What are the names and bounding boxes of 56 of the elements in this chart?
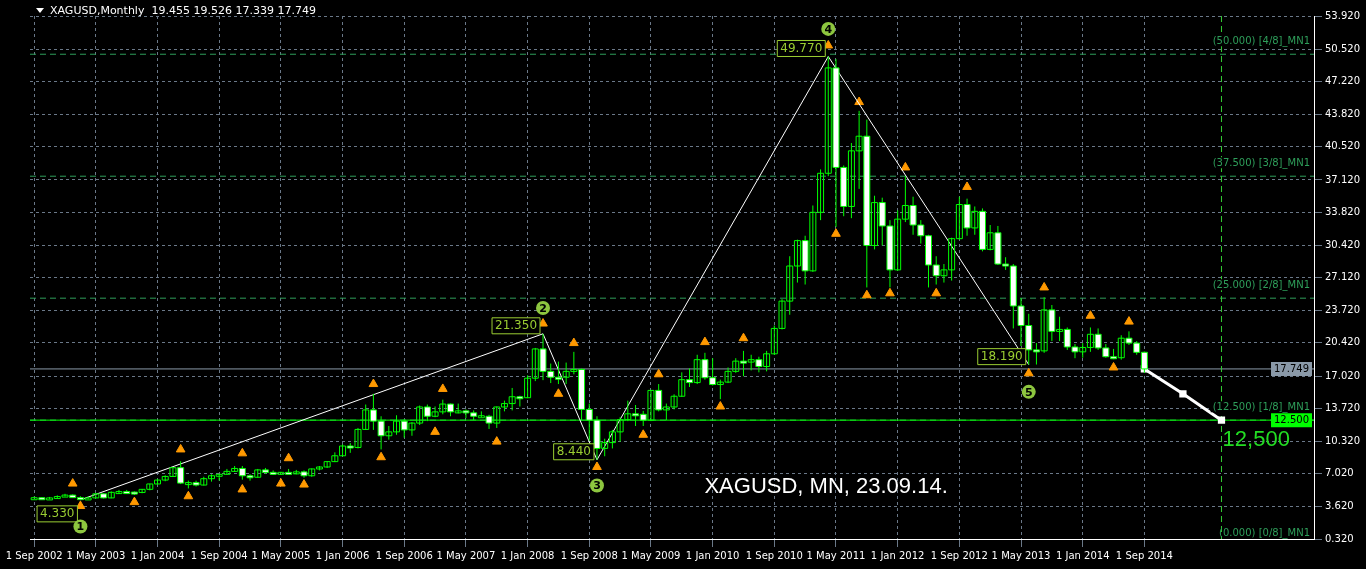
chart-title: XAGUSD,Monthly 19.455 19.526 17.339 17.749 <box>50 4 316 17</box>
data-label: 49.770 <box>780 40 823 55</box>
ref-line-label: (37.500) [3/8]_MN1 <box>1212 156 1310 169</box>
annotation: 4 <box>824 22 833 36</box>
y-tick-label: 23.720 <box>1325 304 1360 316</box>
x-tick-label: 1 May 2013 <box>991 549 1051 561</box>
x-tick-label: 1 Jan 2008 <box>500 549 555 561</box>
annotation: XAGUSD, MN, 23.09.14. <box>704 472 948 498</box>
data-label: 21.350 <box>495 317 538 332</box>
x-tick-label: 1 Sep 2014 <box>1115 549 1173 561</box>
ref-line-label: 17.749 <box>1274 362 1310 374</box>
x-tick-label: 1 May 2009 <box>621 549 681 561</box>
x-tick-label: 1 Jan 2010 <box>685 549 740 561</box>
y-tick-label: 27.120 <box>1325 271 1360 283</box>
y-tick-label: 13.720 <box>1325 401 1360 413</box>
data-label: 18.190 <box>980 348 1023 363</box>
x-tick-label: 1 Sep 2002 <box>5 549 63 561</box>
y-tick-label: 0.320 <box>1325 532 1354 544</box>
annotation: (0.000) [0/8]_MN1 <box>1219 526 1310 539</box>
x-tick-label: 1 May 2005 <box>251 549 311 561</box>
y-tick-label: 3.620 <box>1325 500 1354 512</box>
y-tick-label: 47.220 <box>1325 74 1360 86</box>
x-tick-label: 1 Sep 2012 <box>930 549 988 561</box>
annotation: 2 <box>539 301 547 315</box>
y-tick-label: 20.420 <box>1325 336 1360 348</box>
y-tick-label: 40.520 <box>1325 140 1360 152</box>
y-tick-label: 33.820 <box>1325 205 1360 217</box>
x-tick-label: 1 Jan 2006 <box>315 549 370 561</box>
x-tick-label: 1 Sep 2010 <box>745 549 803 561</box>
annotation: 12,500 <box>1222 425 1290 451</box>
x-tick-label: 1 Jan 2012 <box>870 549 925 561</box>
annotation: 5 <box>1024 385 1033 399</box>
annotation: 1 <box>76 520 85 534</box>
ref-line-label: (50.000) [4/8]_MN1 <box>1212 34 1310 47</box>
y-tick-label: 30.420 <box>1325 238 1360 250</box>
x-tick-label: 1 May 2011 <box>806 549 866 561</box>
y-tick-label: 17.020 <box>1325 369 1360 381</box>
y-tick-label: 53.920 <box>1325 9 1360 21</box>
ref-line-label: (25.000) [2/8]_MN1 <box>1212 278 1310 291</box>
annotation: 3 <box>593 479 601 493</box>
data-label: 8.440 <box>556 443 591 458</box>
y-tick-label: 37.120 <box>1325 173 1360 185</box>
x-tick-label: 1 May 2003 <box>66 549 126 561</box>
x-tick-label: 1 Sep 2008 <box>560 549 618 561</box>
x-tick-label: 1 May 2007 <box>436 549 496 561</box>
x-tick-label: 1 Jan 2004 <box>130 549 185 561</box>
ref-line-label: 12.500 <box>1274 413 1310 425</box>
x-tick-label: 1 Sep 2006 <box>375 549 433 561</box>
ref-line-label: (12.500) [1/8]_MN1 <box>1212 400 1310 413</box>
y-tick-label: 43.820 <box>1325 108 1360 120</box>
y-tick-label: 7.020 <box>1325 467 1354 479</box>
data-label: 4.330 <box>40 506 75 520</box>
x-tick-label: 1 Sep 2004 <box>190 549 248 561</box>
y-tick-label: 50.520 <box>1325 42 1360 54</box>
y-tick-label: 10.320 <box>1325 435 1360 447</box>
x-tick-label: 1 Jan 2014 <box>1055 549 1110 561</box>
